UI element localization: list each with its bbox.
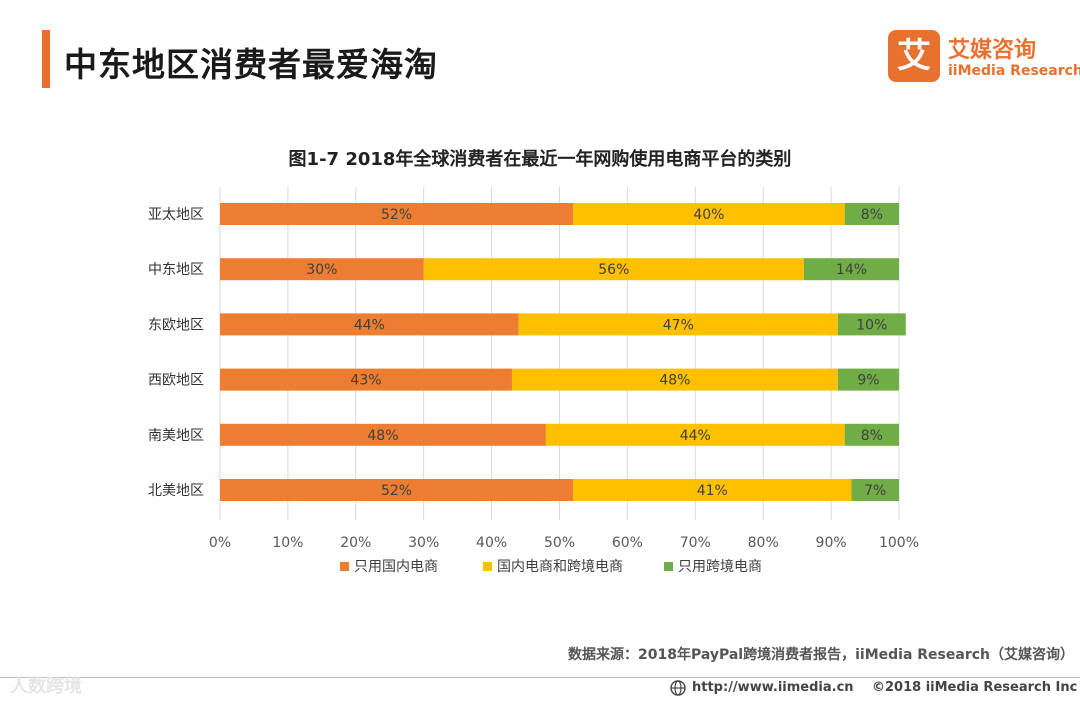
y-category-label: 亚太地区 (148, 207, 204, 223)
logo-name: 艾媒咨询 (948, 38, 1037, 63)
bar-segment (573, 203, 845, 225)
data-label: 41% (697, 483, 728, 499)
bar-segment (844, 203, 899, 225)
data-label: 44% (680, 428, 711, 444)
bar-segment (423, 258, 804, 281)
x-tick-label: 30% (408, 535, 439, 551)
bar-segment (851, 479, 899, 501)
chart-title: 图1-7 2018年全球消费者在最近一年网购使用电商平台的类别 (288, 149, 792, 170)
y-category-label: 南美地区 (148, 428, 204, 444)
x-tick-label: 70% (680, 535, 711, 551)
bar-segment (545, 423, 845, 446)
website-link[interactable]: http://www.iimedia.cn (692, 680, 854, 695)
data-label: 43% (350, 373, 381, 389)
x-tick-label: 80% (748, 535, 779, 551)
bar-segment (844, 423, 899, 446)
x-tick-label: 50% (544, 535, 575, 551)
brand-logo: 艾 艾媒咨询 iiMedia Research (888, 30, 1080, 86)
y-category-label: 东欧地区 (148, 317, 204, 333)
legend-swatch (340, 562, 349, 571)
data-label: 14% (836, 262, 867, 278)
bar-segment (220, 479, 574, 501)
data-label: 48% (659, 373, 690, 389)
bar-segment (220, 423, 546, 446)
x-tick-label: 20% (340, 535, 371, 551)
data-label: 9% (857, 373, 879, 389)
page-title: 中东地区消费者最爱海淘 (64, 45, 438, 84)
data-label: 30% (306, 262, 337, 278)
x-tick-label: 10% (272, 535, 303, 551)
y-category-label: 西欧地区 (148, 373, 204, 389)
data-label: 52% (381, 207, 412, 223)
bar-segment (220, 203, 574, 225)
logo-english-name: iiMedia Research (948, 63, 1080, 79)
x-tick-label: 0% (209, 535, 231, 551)
legend-swatch (483, 562, 492, 571)
bar-segment (573, 479, 852, 501)
bar-segment (511, 368, 838, 391)
x-tick-label: 90% (816, 535, 847, 551)
data-label: 44% (354, 317, 385, 333)
bar-segment (837, 368, 899, 391)
data-label: 52% (381, 483, 412, 499)
y-category-label: 中东地区 (148, 262, 204, 278)
data-label: 48% (367, 428, 398, 444)
data-label: 10% (856, 317, 887, 333)
legend-label: 只用国内电商 (354, 559, 438, 575)
data-label: 47% (663, 317, 694, 333)
data-label: 56% (598, 262, 629, 278)
bar-segment (220, 258, 424, 281)
footer-divider (0, 677, 1080, 678)
globe-icon (670, 680, 686, 696)
bar-segment (837, 313, 906, 336)
watermark: 人数跨境 (10, 676, 82, 697)
bar-segment (518, 313, 838, 336)
data-label: 8% (861, 428, 883, 444)
data-label: 8% (861, 207, 883, 223)
legend-swatch (664, 562, 673, 571)
logo-mark-icon: 艾 (888, 30, 940, 82)
data-label: 7% (864, 483, 886, 499)
legend-label: 国内电商和跨境电商 (497, 559, 623, 575)
copyright-text: ©2018 iiMedia Research Inc (872, 680, 1078, 695)
bar-segment (220, 368, 512, 391)
x-tick-label: 40% (476, 535, 507, 551)
x-tick-label: 100% (879, 535, 919, 551)
legend-label: 只用跨境电商 (678, 559, 762, 575)
data-source-note: 数据来源：2018年PayPal跨境消费者报告，iiMedia Research… (567, 647, 1074, 663)
x-tick-label: 60% (612, 535, 643, 551)
bar-segment (220, 313, 519, 336)
bar-segment (803, 258, 899, 281)
title-accent-bar (42, 30, 50, 88)
data-label: 40% (693, 207, 724, 223)
y-category-label: 北美地区 (148, 483, 204, 499)
